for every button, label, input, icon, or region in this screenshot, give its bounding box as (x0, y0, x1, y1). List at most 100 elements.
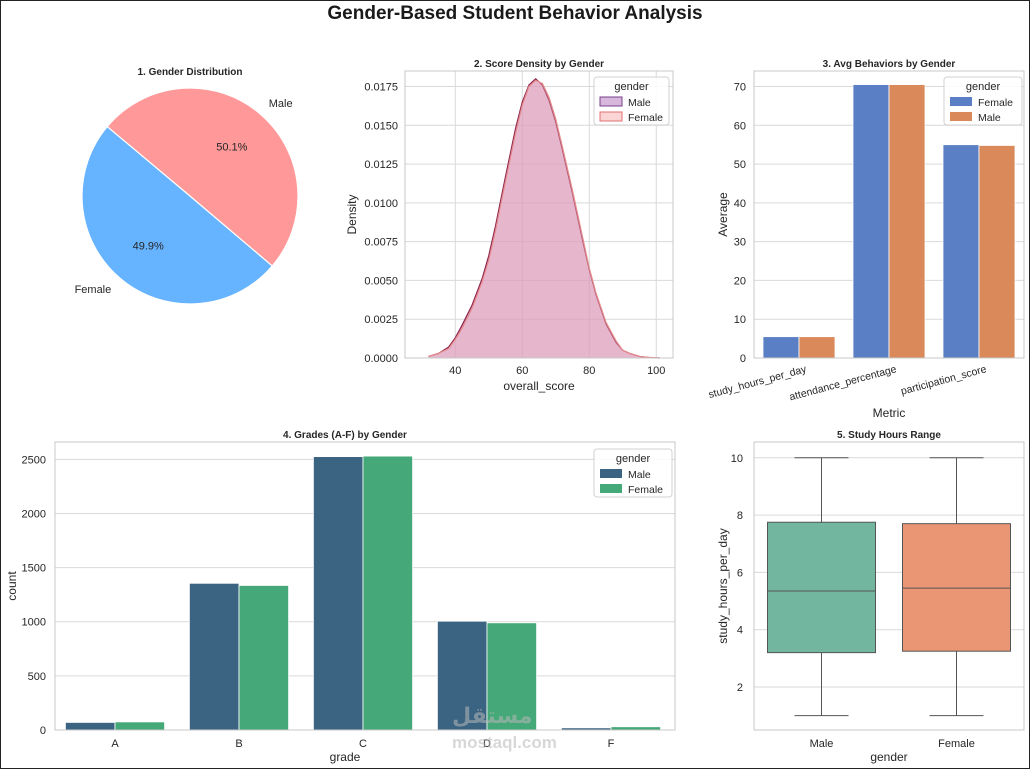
y-tick-label: 0.0150 (364, 120, 398, 132)
x-axis-label: grade (330, 750, 361, 764)
y-tick-label: 2000 (22, 508, 46, 520)
plot-frame (54, 441, 676, 731)
y-tick-label: 2 (737, 682, 743, 694)
bar-male-study_hours_per_day (798, 336, 836, 359)
legend-title: gender (616, 453, 651, 465)
y-tick-label: 0.0050 (364, 275, 398, 287)
legend-swatch-male (950, 112, 972, 121)
y-tick-label: 0.0025 (364, 314, 398, 326)
chart-title: 1. Gender Distribution (137, 67, 242, 78)
bar-female-study_hours_per_day (762, 336, 800, 359)
x-tick-label: D (483, 738, 491, 750)
bar-male-grade-B (188, 582, 240, 731)
y-axis-label: Average (716, 192, 730, 237)
y-tick-label: 0.0075 (364, 237, 398, 249)
density-line-female (428, 79, 660, 359)
pie-label-male: Male (269, 98, 293, 110)
plot-frame (753, 70, 1025, 359)
y-tick-label: 1500 (22, 563, 46, 575)
x-tick-label: F (608, 738, 615, 750)
density-area-male (428, 78, 660, 358)
box-male (767, 457, 876, 717)
pie-slice-male (106, 87, 299, 267)
pie-pct-label-female: 49.9% (133, 241, 164, 253)
legend-title: gender (966, 81, 1001, 93)
y-tick-label: 2500 (22, 454, 46, 466)
x-tick-label: C (359, 738, 367, 750)
bar-female-participation_score (942, 144, 980, 359)
x-tick-label: Female (938, 738, 975, 750)
chart-title: 5. Study Hours Range (837, 430, 941, 441)
score-density-chart: 2. Score Density by Gender 40 60 80 100 0.000… (345, 59, 674, 393)
x-tick-label: 40 (449, 365, 461, 377)
y-tick-label: 10 (734, 314, 746, 326)
study-hours-boxplot: 5. Study Hours Range 2 4 6 8 10 Male Female gend… (716, 430, 1025, 764)
grades-by-gender-chart: 4. Grades (A-F) by Gender 0 500 1000 1500 200… (5, 430, 676, 764)
density-line-male (428, 77, 660, 359)
y-tick-label: 40 (734, 198, 746, 210)
y-tick-label: 0.0125 (364, 159, 398, 171)
x-axis-label: gender (870, 750, 907, 764)
legend-label-female: Female (628, 484, 663, 496)
pie-pct-label-male: 50.1% (216, 141, 247, 153)
bar-female-grade-A (114, 721, 165, 731)
legend-label-male: Male (628, 469, 651, 481)
legend: gender Male Female (593, 76, 670, 126)
y-tick-label: 50 (734, 159, 746, 171)
y-tick-label: 500 (28, 671, 46, 683)
bar-male-grade-C (312, 456, 364, 731)
watermark-arabic: مستقل (452, 703, 533, 728)
density-area-female (428, 80, 660, 358)
iqr-box (902, 523, 1011, 652)
legend-swatch-female (600, 484, 622, 493)
y-tick-label: 10 (731, 453, 743, 465)
y-tick-label: 0 (740, 353, 746, 365)
iqr-box (767, 521, 876, 654)
legend-swatch-female (950, 97, 972, 106)
legend-title: gender (614, 81, 649, 93)
chart-title: 4. Grades (A-F) by Gender (283, 430, 407, 441)
bar-female-grade-D (486, 622, 537, 731)
pie-slice-female (81, 125, 274, 305)
x-tick-label: 60 (516, 365, 528, 377)
y-tick-label: 0.0100 (364, 198, 398, 210)
y-axis-label: Density (345, 194, 359, 234)
legend: gender Male Female (593, 448, 673, 498)
x-tick-label: 100 (647, 365, 665, 377)
y-tick-label: 0.0175 (364, 82, 398, 94)
y-tick-label: 20 (734, 275, 746, 287)
y-tick-label: 0 (40, 725, 46, 737)
y-tick-label: 4 (737, 625, 743, 637)
x-tick-label: Male (810, 738, 834, 750)
x-tick-label: A (111, 738, 119, 750)
x-axis-label: overall_score (503, 379, 575, 393)
chart-title: 2. Score Density by Gender (474, 59, 604, 70)
legend-swatch-female (599, 111, 623, 122)
legend-label-male: Male (978, 112, 1001, 124)
legend-swatch-male (600, 469, 622, 478)
legend-label-female: Female (628, 112, 663, 124)
y-tick-label: 1000 (22, 617, 46, 629)
x-tick-label: B (235, 738, 242, 750)
plot-frame (404, 70, 674, 359)
gender-distribution-pie-chart: 1. Gender Distribution 49.9% Female 50.1% Ma… (75, 67, 299, 305)
box-female (902, 457, 1011, 717)
plot-frame (753, 441, 1025, 731)
x-tick-label: 80 (583, 365, 595, 377)
x-tick-label: participation_score (900, 363, 988, 397)
pie-label-female: Female (75, 284, 112, 296)
bar-male-grade-D (436, 620, 488, 731)
bar-male-attendance_percentage (888, 84, 926, 359)
y-tick-label: 0.0000 (364, 353, 398, 365)
bar-male-participation_score (978, 145, 1016, 359)
y-axis-label: study_hours_per_day (716, 528, 730, 643)
y-tick-label: 8 (737, 510, 743, 522)
legend-label-female: Female (978, 97, 1013, 109)
watermark-latin: mostaql.com (452, 733, 557, 752)
legend: gender Female Male (943, 76, 1023, 126)
y-tick-label: 30 (734, 237, 746, 249)
y-tick-label: 70 (734, 82, 746, 94)
legend-label-male: Male (628, 97, 651, 109)
y-tick-label: 6 (737, 567, 743, 579)
y-axis-label: count (5, 571, 19, 601)
